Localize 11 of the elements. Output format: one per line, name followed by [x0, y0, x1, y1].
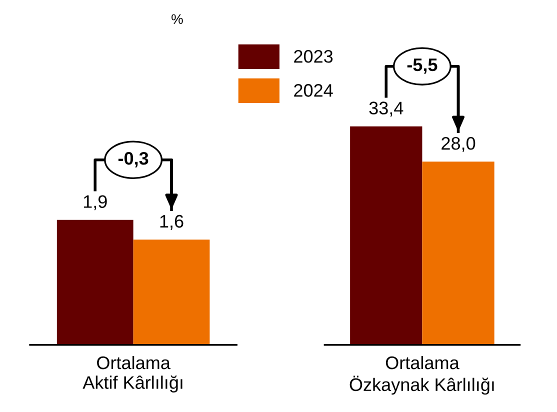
chart-subtitle: % — [172, 14, 183, 24]
data-label: 1,6 — [160, 214, 184, 230]
data-label: 28,0 — [442, 136, 476, 152]
legend-label: 2023 — [294, 50, 333, 63]
text: -0,3 — [118, 152, 148, 168]
text: -5,5 — [407, 58, 438, 74]
data-label: 33,4 — [369, 102, 404, 117]
x-tick-label: Ortalama Aktif Kârlılığı — [82, 356, 182, 393]
legend-label: 2024 — [294, 84, 333, 97]
data-label: 1,9 — [84, 195, 107, 210]
x-tick-label: Ortalama Özkaynak Kârlılığı — [350, 356, 494, 395]
